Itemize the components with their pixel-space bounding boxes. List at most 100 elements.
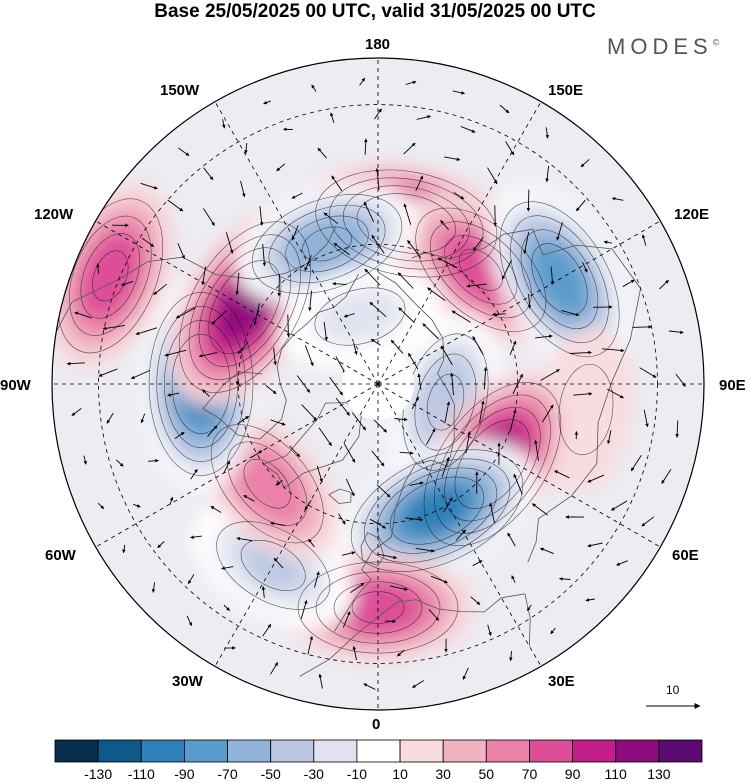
wind-arrow-icon — [130, 369, 151, 380]
wind-arrow-icon — [240, 180, 246, 198]
wind-arrow-icon — [472, 236, 484, 251]
wind-arrow-icon — [499, 104, 510, 114]
wind-arrow-icon — [675, 420, 679, 438]
wind-arrow-icon — [483, 367, 488, 390]
wind-arrow-icon — [415, 175, 424, 191]
anomaly-center — [277, 265, 443, 368]
wind-arrow-icon — [513, 473, 523, 495]
wind-arrow-icon — [300, 600, 308, 620]
wind-arrow-icon — [455, 529, 467, 541]
wind-arrow-icon — [479, 400, 485, 423]
wind-arrow-icon — [472, 560, 483, 567]
coastline — [299, 593, 531, 677]
wind-arrow-icon — [569, 350, 592, 355]
reference-vector-label: 10 — [666, 683, 680, 697]
wind-arrow-icon — [658, 279, 669, 290]
wind-arrow-icon — [460, 125, 476, 133]
wind-arrow-icon — [343, 313, 355, 318]
colorbar-tick-label: 70 — [521, 766, 538, 782]
wind-arrow-icon — [335, 356, 346, 374]
colorbar-tick-label: -70 — [217, 766, 238, 782]
wind-arrow-icon — [527, 293, 532, 309]
wind-arrow-icon — [270, 521, 286, 526]
colorbar-swatch — [442, 739, 487, 763]
colorbar-swatch — [658, 739, 703, 763]
wind-arrow-icon — [585, 598, 595, 602]
wind-arrow-icon — [399, 451, 414, 455]
wind-arrow-icon — [207, 425, 218, 437]
wind-arrow-icon — [526, 604, 532, 611]
anomaly-contours — [314, 287, 406, 346]
wind-arrow-icon — [545, 165, 550, 183]
wind-arrow-icon — [466, 283, 487, 288]
wind-arrow-icon — [198, 352, 218, 358]
wind-arrow-icon — [550, 266, 555, 285]
wind-arrow-icon — [308, 538, 315, 548]
wind-arrow-icon — [141, 237, 155, 248]
wind-arrow-icon — [164, 349, 187, 357]
colorbar-swatch — [183, 739, 228, 763]
wind-arrow-icon — [426, 428, 436, 445]
wind-arrow-icon — [462, 667, 469, 680]
wind-arrow-icon — [335, 397, 350, 416]
wind-arrow-icon — [453, 192, 465, 200]
wind-arrow-icon — [539, 547, 554, 555]
wind-arrow-icon — [286, 314, 291, 338]
meridian-line — [95, 383, 379, 548]
wind-arrow-icon — [270, 419, 286, 426]
wind-arrow-icon — [169, 496, 174, 505]
wind-arrow-icon — [190, 468, 198, 480]
wind-arrow-icon — [223, 460, 231, 473]
wind-arrow-icon — [587, 542, 603, 548]
wind-arrow-icon — [203, 208, 215, 226]
meridian-line — [214, 383, 379, 667]
map-outline — [51, 57, 705, 711]
wind-arrow-icon — [311, 84, 317, 92]
wind-arrow-icon — [329, 377, 343, 396]
wind-arrow-icon — [545, 127, 550, 139]
wind-arrow-icon — [602, 348, 625, 353]
wind-arrow-icon — [225, 232, 234, 254]
colorbar-tick-label: -10 — [346, 766, 367, 782]
colorbar-swatch — [399, 739, 444, 763]
wind-arrow-icon — [581, 261, 588, 273]
wind-arrow-icon — [221, 566, 234, 570]
wind-arrow-icon — [223, 604, 230, 611]
wind-arrow-icon — [363, 201, 375, 223]
wind-arrow-icon — [341, 551, 356, 556]
meridian-line — [377, 101, 542, 385]
wind-arrow-icon — [135, 327, 158, 336]
wind-arrow-icon — [603, 240, 613, 245]
wind-arrow-icon — [273, 347, 277, 366]
wind-arrow-icon — [632, 325, 652, 329]
wind-arrow-icon — [374, 108, 382, 120]
anomaly-contours — [415, 207, 547, 332]
wind-arrow-icon — [639, 367, 657, 378]
colorbar-tick-label: 130 — [647, 766, 671, 782]
lon-label-120e: 120E — [674, 206, 710, 223]
wind-arrow-icon — [157, 541, 165, 549]
wind-arrow-icon — [417, 373, 422, 390]
wind-arrow-icon — [470, 596, 481, 606]
wind-arrow-icon — [153, 283, 167, 295]
wind-arrow-icon — [661, 468, 672, 484]
meridian-line — [377, 220, 661, 385]
wind-arrow-icon — [422, 323, 439, 340]
wind-arrow-icon — [177, 243, 185, 260]
graticule — [52, 58, 704, 710]
coastline — [411, 228, 642, 563]
wind-arrow-icon — [573, 392, 593, 396]
wind-arrow-icon — [412, 680, 425, 688]
wind-arrow-icon — [323, 322, 328, 341]
wind-arrow-icon — [364, 138, 368, 155]
wind-arrow-icon — [102, 324, 125, 331]
wind-arrow-icon — [535, 334, 553, 339]
wind-arrow-icon — [265, 385, 277, 395]
wind-arrow-icon — [186, 615, 193, 627]
wind-arrow-icon — [556, 221, 563, 241]
colorbar-tick-label: 30 — [435, 766, 451, 782]
wind-arrow-icon — [403, 142, 416, 155]
wind-arrow-icon — [345, 478, 355, 497]
